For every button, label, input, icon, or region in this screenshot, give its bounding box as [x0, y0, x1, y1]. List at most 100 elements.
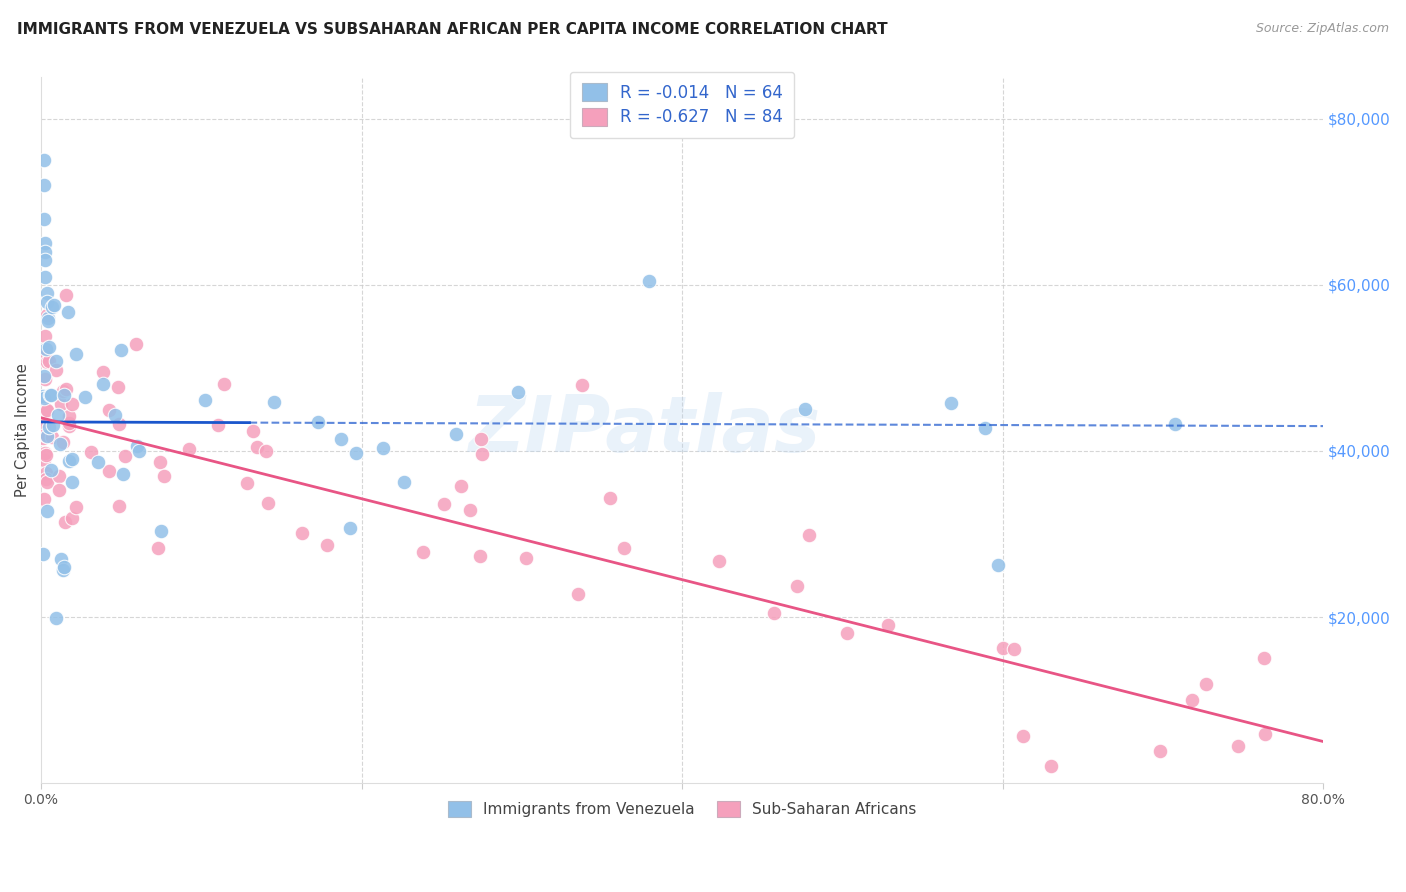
Point	[34, 446, 56, 460]
Point	[1149, 744, 1171, 758]
Point	[763, 607, 786, 621]
Text: ZIPatlas: ZIPatlas	[468, 392, 820, 468]
Point	[98, 403, 121, 417]
Point	[91, 365, 114, 379]
Point	[42, 298, 65, 312]
Point	[48, 469, 70, 483]
Point	[35, 473, 58, 487]
Point	[786, 579, 808, 593]
Point	[444, 427, 467, 442]
Point	[1195, 677, 1218, 691]
Point	[52, 563, 75, 577]
Point	[41, 430, 63, 444]
Point	[34, 269, 56, 284]
Point	[242, 424, 264, 438]
Point	[37, 475, 59, 490]
Point	[41, 300, 63, 314]
Point	[34, 244, 56, 259]
Point	[114, 449, 136, 463]
Point	[35, 449, 58, 463]
Point	[793, 401, 815, 416]
Point	[65, 346, 87, 360]
Point	[107, 499, 129, 513]
Point	[835, 626, 858, 640]
Point	[330, 433, 353, 447]
Point	[125, 439, 148, 453]
Point	[34, 427, 56, 442]
Point	[613, 541, 636, 556]
Point	[471, 446, 494, 460]
Point	[125, 337, 148, 351]
Point	[49, 397, 72, 411]
Point	[52, 388, 75, 402]
Point	[39, 388, 62, 402]
Point	[35, 342, 58, 356]
Point	[38, 420, 60, 434]
Point	[34, 236, 56, 251]
Point	[32, 391, 55, 405]
Legend: Immigrants from Venezuela, Sub-Saharan Africans: Immigrants from Venezuela, Sub-Saharan A…	[440, 793, 924, 825]
Point	[48, 483, 70, 498]
Point	[80, 444, 103, 458]
Point	[246, 440, 269, 454]
Point	[263, 395, 285, 409]
Point	[1040, 759, 1063, 773]
Point	[34, 253, 56, 268]
Point	[567, 587, 589, 601]
Point	[149, 454, 172, 468]
Point	[1253, 651, 1275, 665]
Point	[468, 549, 491, 563]
Point	[37, 504, 59, 518]
Point	[177, 442, 200, 456]
Point	[34, 466, 56, 480]
Point	[1002, 642, 1025, 657]
Point	[571, 377, 593, 392]
Point	[60, 397, 83, 411]
Point	[104, 408, 127, 422]
Point	[38, 354, 60, 368]
Point	[146, 541, 169, 555]
Point	[32, 547, 55, 561]
Point	[37, 403, 59, 417]
Point	[392, 475, 415, 489]
Point	[45, 363, 67, 377]
Point	[34, 349, 56, 363]
Point	[235, 476, 257, 491]
Text: Source: ZipAtlas.com: Source: ZipAtlas.com	[1256, 22, 1389, 36]
Point	[37, 404, 59, 418]
Point	[34, 329, 56, 343]
Point	[799, 528, 821, 542]
Point	[37, 313, 59, 327]
Point	[52, 384, 75, 399]
Point	[110, 343, 132, 357]
Point	[53, 516, 76, 530]
Y-axis label: Per Capita Income: Per Capita Income	[15, 363, 30, 497]
Point	[46, 409, 69, 423]
Point	[73, 390, 96, 404]
Point	[91, 376, 114, 391]
Point	[458, 503, 481, 517]
Point	[207, 418, 229, 433]
Point	[97, 465, 120, 479]
Point	[1226, 739, 1249, 754]
Point	[37, 355, 59, 369]
Point	[38, 340, 60, 354]
Point	[344, 446, 367, 460]
Point	[52, 435, 75, 450]
Point	[45, 353, 67, 368]
Point	[599, 491, 621, 506]
Point	[941, 395, 963, 409]
Point	[1012, 729, 1035, 743]
Point	[107, 380, 129, 394]
Text: IMMIGRANTS FROM VENEZUELA VS SUBSAHARAN AFRICAN PER CAPITA INCOME CORRELATION CH: IMMIGRANTS FROM VENEZUELA VS SUBSAHARAN …	[17, 22, 887, 37]
Point	[433, 496, 456, 510]
Point	[256, 496, 278, 510]
Point	[34, 371, 56, 385]
Point	[112, 467, 135, 482]
Point	[32, 211, 55, 226]
Point	[291, 526, 314, 541]
Point	[506, 384, 529, 399]
Point	[32, 369, 55, 384]
Point	[515, 550, 537, 565]
Point	[60, 452, 83, 467]
